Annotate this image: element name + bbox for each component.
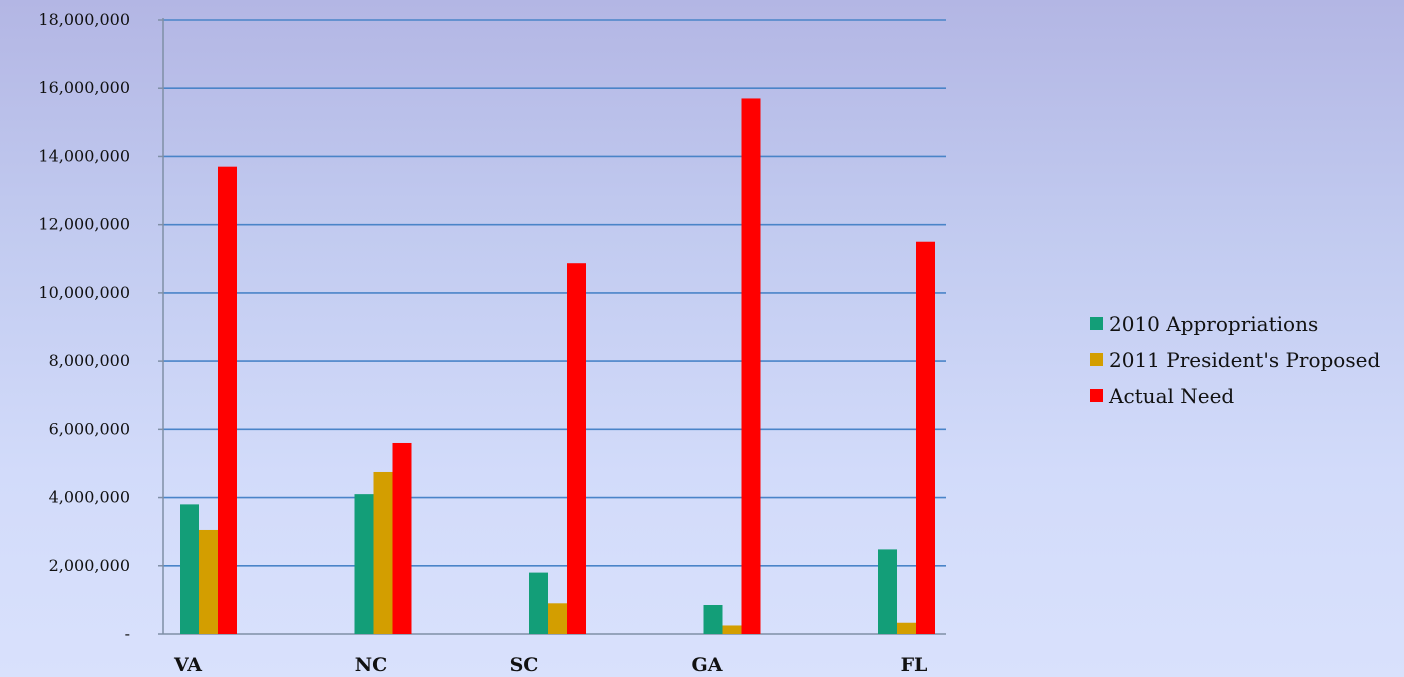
y-tick-label: - bbox=[125, 624, 130, 643]
y-tick-label: 4,000,000 bbox=[49, 488, 130, 507]
y-tick-label: 16,000,000 bbox=[38, 78, 130, 97]
bar-fl-series-1 bbox=[878, 549, 897, 634]
bar-fl-series-2 bbox=[897, 623, 916, 634]
bar-sc-series-2 bbox=[548, 603, 567, 634]
y-axis-ticks: - 2,000,000 4,000,000 6,000,000 8,000,000 10,… bbox=[38, 10, 130, 643]
bar-sc-series-1 bbox=[529, 573, 548, 634]
x-tick-label-va: VA bbox=[173, 654, 202, 676]
legend-label: Actual Need bbox=[1108, 384, 1234, 408]
bar-nc-series-2 bbox=[374, 472, 393, 634]
bar-ga-series-2 bbox=[723, 625, 742, 634]
x-tick-label-nc: NC bbox=[355, 654, 388, 676]
legend-label: 2011 President's Proposed bbox=[1109, 348, 1380, 372]
axes bbox=[158, 18, 946, 634]
bar-fl-series-3 bbox=[916, 242, 935, 634]
gridlines bbox=[163, 20, 946, 566]
legend-swatch bbox=[1090, 389, 1103, 402]
bar-nc-series-3 bbox=[393, 443, 412, 634]
legend-swatch bbox=[1090, 317, 1103, 330]
x-tick-label-ga: GA bbox=[692, 654, 723, 676]
bar-sc-series-3 bbox=[567, 263, 586, 634]
legend-label: 2010 Appropriations bbox=[1109, 312, 1318, 336]
x-tick-label-sc: SC bbox=[510, 654, 539, 676]
legend-swatch bbox=[1090, 353, 1103, 366]
bar-ga-series-3 bbox=[742, 98, 761, 634]
y-tick-label: 12,000,000 bbox=[38, 215, 130, 234]
bar-va-series-3 bbox=[218, 167, 237, 634]
bar-ga-series-1 bbox=[704, 605, 723, 634]
y-tick-label: 2,000,000 bbox=[49, 556, 130, 575]
x-axis-ticks: VA NC SC GA FL bbox=[173, 654, 927, 676]
y-tick-label: 14,000,000 bbox=[38, 146, 130, 165]
x-tick-label-fl: FL bbox=[901, 654, 928, 676]
bar-va-series-2 bbox=[199, 530, 218, 634]
bars bbox=[180, 98, 935, 634]
y-tick-label: 10,000,000 bbox=[38, 283, 130, 302]
legend: 2010 Appropriations 2011 President's Prop… bbox=[1090, 312, 1380, 408]
bar-va-series-1 bbox=[180, 504, 199, 634]
y-tick-label: 18,000,000 bbox=[38, 10, 130, 29]
y-tick-label: 6,000,000 bbox=[49, 419, 130, 438]
y-tick-label: 8,000,000 bbox=[49, 351, 130, 370]
bar-nc-series-1 bbox=[355, 494, 374, 634]
